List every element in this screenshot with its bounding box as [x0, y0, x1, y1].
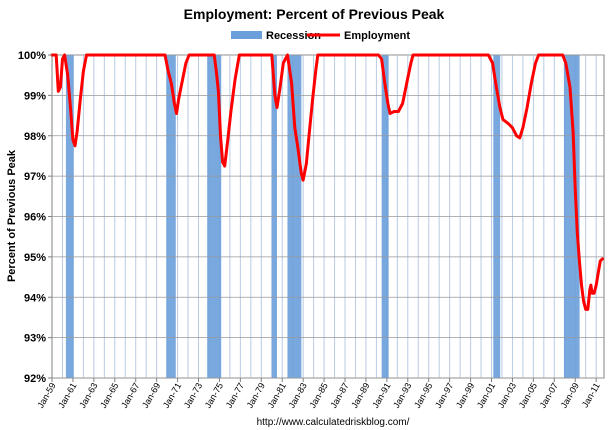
x-tick-label: Jan-71 [161, 381, 183, 410]
x-tick-label: Jan-99 [454, 381, 476, 410]
series-lines [50, 53, 604, 311]
x-tick-label: Jan-69 [140, 381, 162, 410]
x-tick-label: Jan-77 [224, 381, 246, 410]
x-tick-label: Jan-65 [98, 381, 120, 410]
x-tick-label: Jan-83 [286, 381, 308, 410]
y-tick-label: 98% [24, 131, 46, 143]
x-tick-label: Jan-97 [433, 381, 455, 410]
y-tick-label: 96% [24, 212, 46, 224]
y-axis-ticks: 92% 93% 94% 95% 96% 97% 98% 99% 100% [18, 50, 52, 385]
legend-employment-label: Employment [344, 30, 410, 42]
x-tick-label: Jan-91 [370, 381, 392, 410]
y-tick-label: 93% [24, 333, 46, 345]
chart-title: Employment: Percent of Previous Peak [184, 6, 445, 22]
x-tick-label: Jan-85 [307, 381, 329, 410]
x-tick-label: Jan-09 [559, 381, 581, 410]
y-tick-label: 95% [24, 252, 46, 264]
legend: Recession Employment [231, 30, 410, 42]
x-tick-label: Jan-01 [475, 381, 497, 410]
y-tick-label: 97% [24, 171, 46, 183]
x-tick-label: Jan-87 [328, 381, 350, 410]
y-tick-label: 99% [24, 90, 46, 102]
x-tick-label: Jan-73 [182, 381, 204, 410]
x-axis-ticks: Jan-59Jan-61Jan-63Jan-65Jan-67Jan-69Jan-… [35, 378, 602, 410]
x-tick-label: Jan-79 [245, 381, 267, 410]
x-tick-label: Jan-93 [391, 381, 413, 410]
y-tick-label: 92% [24, 373, 46, 385]
source-url: http://www.calculatedriskblog.com/ [257, 417, 410, 428]
plot-area: 92%93%94%95%96%97%98%99%100% Jan-59Jan-6… [18, 50, 605, 410]
x-tick-label: Jan-11 [580, 381, 602, 409]
x-tick-label: Jan-67 [119, 381, 141, 410]
x-tick-label: Jan-07 [538, 381, 560, 410]
y-tick-label: 94% [24, 292, 46, 304]
x-tick-label: Jan-95 [412, 381, 434, 410]
employment-line [50, 53, 604, 311]
x-tick-label: Jan-61 [56, 381, 78, 410]
legend-recession-swatch [231, 31, 262, 39]
legend-recession-label: Recession [266, 30, 321, 42]
y-tick-label: 100% [18, 50, 46, 62]
x-tick-label: Jan-89 [349, 381, 371, 410]
y-axis-label: Percent of Previous Peak [6, 149, 18, 282]
x-tick-label: Jan-59 [35, 381, 57, 410]
x-tick-label: Jan-81 [266, 381, 288, 410]
x-tick-label: Jan-03 [496, 381, 518, 410]
x-tick-label: Jan-63 [77, 381, 99, 410]
x-tick-label: Jan-05 [517, 381, 539, 410]
x-tick-label: Jan-75 [203, 381, 225, 410]
